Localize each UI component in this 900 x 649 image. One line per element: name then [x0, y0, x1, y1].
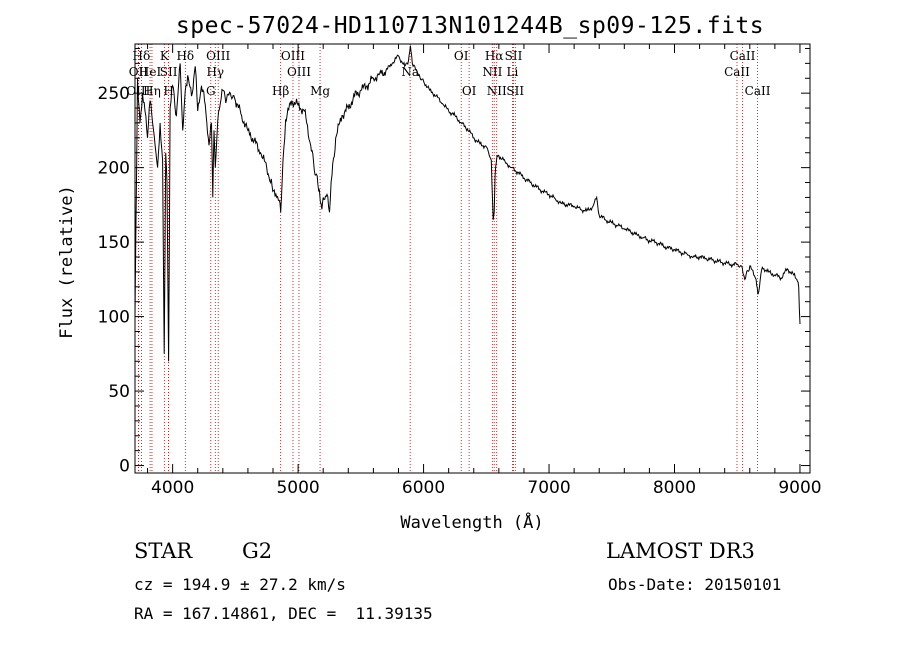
spectral-line-label: Li [506, 65, 518, 79]
spectral-line-label: Hα [485, 49, 504, 63]
spectral-line-label: Mg [310, 84, 330, 98]
spectral-line-label: SII [505, 49, 523, 63]
spectral-line-label: H [163, 84, 173, 98]
spectral-line-label: SII [506, 84, 524, 98]
x-tick-label: 4000 [151, 478, 194, 498]
sky-coordinates: RA = 167.14861, DEC = 11.39135 [134, 604, 433, 623]
spectral-line-label: NII [482, 65, 502, 79]
y-tick-label: 100 [98, 308, 130, 328]
spectral-line-label: CaII [745, 84, 771, 98]
survey-name: LAMOST DR3 [606, 539, 755, 563]
observation-date: Obs-Date: 20150101 [608, 575, 782, 594]
x-axis-label: Wavelength (Å) [400, 511, 543, 533]
axis-ticks: 4000 5000 6000 7000 8000 9000 0 50 100 150 200 250 [98, 44, 822, 498]
x-tick-label: 5000 [276, 478, 319, 498]
spectral-line-label: HeI [139, 65, 162, 79]
spectral-line-label: CaII [730, 49, 756, 63]
chart-title: spec-57024-HD110713N101244B_sp09-125.fit… [176, 13, 764, 39]
spectral-line-label: Hδ [176, 49, 194, 63]
spectral-line-label: OIII [281, 49, 305, 63]
y-axis-label: Flux (relative) [57, 185, 77, 339]
spectral-line-label: OIII [126, 84, 150, 98]
spectrum-line [134, 45, 801, 362]
spectral-line-label: Hδ [133, 49, 151, 63]
y-tick-label: 0 [119, 457, 130, 477]
spectral-line-label: CaII [724, 65, 750, 79]
spectral-line-label: G [206, 84, 216, 98]
y-tick-label: 200 [98, 159, 130, 179]
object-type: STAR [134, 539, 193, 563]
spectral-line-label: Na [401, 65, 419, 79]
redshift-velocity: cz = 194.9 ± 27.2 km/s [134, 575, 346, 594]
spectral-line-label: Hη [143, 84, 161, 98]
spectral-line-label: K [160, 49, 170, 63]
plot-frame [134, 43, 811, 474]
spectral-line-label: OIII [287, 65, 311, 79]
x-tick-label: 7000 [527, 478, 570, 498]
spectral-line-label: OI [454, 49, 469, 63]
spectral-line-label: OI [462, 84, 477, 98]
x-tick-label: 6000 [402, 478, 445, 498]
series-layer [134, 45, 801, 362]
y-tick-label: 150 [98, 233, 130, 253]
spectral-line-label: Hβ [272, 84, 289, 98]
spectral-subclass: G2 [242, 539, 273, 563]
spectral-line-label: NII [487, 84, 507, 98]
x-tick-label: 8000 [653, 478, 696, 498]
y-tick-label: 250 [98, 84, 130, 104]
spectral-line-label: OIII [206, 49, 230, 63]
spectral-line-label: Hγ [206, 65, 224, 79]
x-tick-label: 9000 [778, 478, 821, 498]
y-tick-label: 50 [108, 382, 130, 402]
